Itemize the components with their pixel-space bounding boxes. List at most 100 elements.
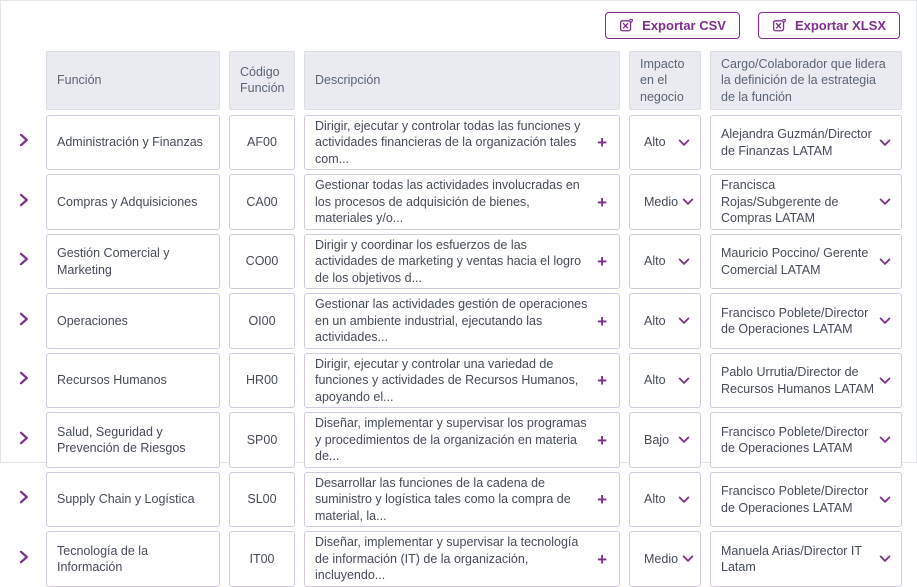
impacto-select[interactable]: Alto	[629, 352, 701, 409]
expand-row-button[interactable]	[11, 412, 37, 468]
cargo-select[interactable]: Alejandra Guzmán/Director de Finanzas LA…	[710, 114, 902, 171]
expand-description-button[interactable]: +	[597, 549, 607, 569]
codigo-funcion-cell[interactable]: CO00	[229, 233, 295, 290]
impacto-value: Alto	[644, 254, 666, 269]
funcion-cell[interactable]: Operaciones	[46, 293, 220, 349]
descripcion-cell[interactable]: Gestionar todas las actividades involucr…	[304, 174, 620, 230]
table-row: Administración y Finanzas AF00 Dirigir, …	[1, 114, 916, 171]
codigo-funcion-cell[interactable]: HR00	[229, 352, 295, 409]
impacto-select[interactable]: Alto	[629, 471, 701, 528]
impacto-value: Alto	[644, 135, 666, 150]
chevron-down-icon	[682, 198, 694, 206]
descripcion-value: Dirigir y coordinar los esfuerzos de las…	[315, 237, 582, 285]
expand-row-button[interactable]	[11, 531, 37, 587]
expand-row-button[interactable]	[11, 353, 37, 409]
chevron-right-icon	[19, 431, 29, 450]
descripcion-value: Dirigir, ejecutar y controlar todas las …	[315, 118, 581, 166]
codigo-funcion-cell[interactable]: IT00	[229, 531, 295, 587]
cargo-select[interactable]: Mauricio Poccino/ Gerente Comercial LATA…	[710, 233, 902, 290]
descripcion-cell[interactable]: Dirigir, ejecutar y controlar todas las …	[304, 114, 620, 171]
funcion-cell[interactable]: Compras y Adquisiciones	[46, 174, 220, 230]
descripcion-value: Diseñar, implementar y supervisar los pr…	[315, 416, 587, 464]
descripcion-cell[interactable]: Gestionar las actividades gestión de ope…	[304, 293, 620, 349]
descripcion-cell[interactable]: Desarrollar las funciones de la cadena d…	[304, 471, 620, 528]
descripcion-cell[interactable]: Diseñar, implementar y supervisar los pr…	[304, 412, 620, 468]
funcion-cell[interactable]: Administración y Finanzas	[46, 114, 220, 171]
codigo-funcion-cell[interactable]: AF00	[229, 114, 295, 171]
expand-description-button[interactable]: +	[597, 192, 607, 212]
cargo-select[interactable]: Francisco Poblete/Director de Operacione…	[710, 471, 902, 528]
expand-row-button[interactable]	[11, 174, 37, 230]
chevron-down-icon	[879, 377, 891, 385]
chevron-down-icon	[678, 258, 690, 266]
excel-file-icon	[772, 18, 787, 33]
impacto-select[interactable]: Alto	[629, 233, 701, 290]
export-xlsx-label: Exportar XLSX	[794, 18, 886, 33]
impacto-value: Medio	[644, 551, 679, 566]
descripcion-cell[interactable]: Dirigir y coordinar los esfuerzos de las…	[304, 233, 620, 290]
codigo-funcion-cell[interactable]: OI00	[229, 293, 295, 349]
expand-description-button[interactable]: +	[597, 371, 607, 390]
impacto-select[interactable]: Medio	[629, 174, 701, 230]
expand-row-button[interactable]	[11, 472, 37, 528]
cargo-select[interactable]: Manuela Arias/Director IT Latam	[710, 531, 902, 587]
funcion-cell[interactable]: Tecnología de la Información	[46, 531, 220, 587]
chevron-down-icon	[879, 139, 891, 147]
funcion-value: Salud, Seguridad y Prevención de Riesgos	[57, 424, 186, 456]
expand-row-button[interactable]	[11, 293, 37, 349]
expand-description-button[interactable]: +	[597, 252, 607, 271]
funcion-value: Tecnología de la Información	[57, 543, 149, 575]
chevron-down-icon	[678, 436, 690, 444]
chevron-right-icon	[19, 312, 29, 331]
expand-description-button[interactable]: +	[597, 490, 607, 509]
codigo-value: OI00	[248, 313, 276, 328]
impacto-select[interactable]: Medio	[629, 531, 701, 587]
table-row: Recursos Humanos HR00 Dirigir, ejecutar …	[1, 352, 916, 409]
funcion-value: Compras y Adquisiciones	[57, 194, 198, 209]
cargo-select[interactable]: Francisco Poblete/Director de Operacione…	[710, 293, 902, 349]
expand-row-button[interactable]	[11, 115, 37, 171]
table-body: Administración y Finanzas AF00 Dirigir, …	[1, 114, 916, 587]
funcion-cell[interactable]: Salud, Seguridad y Prevención de Riesgos	[46, 412, 220, 468]
descripcion-cell[interactable]: Diseñar, implementar y supervisar la tec…	[304, 531, 620, 587]
codigo-funcion-cell[interactable]: CA00	[229, 174, 295, 230]
chevron-down-icon	[879, 258, 891, 266]
excel-file-icon	[619, 18, 634, 33]
codigo-value: SL00	[247, 492, 277, 507]
cargo-select[interactable]: Pablo Urrutia/Director de Recursos Human…	[710, 352, 902, 409]
descripcion-cell[interactable]: Dirigir, ejecutar y controlar una varied…	[304, 352, 620, 409]
descripcion-value: Gestionar todas las actividades involucr…	[315, 178, 580, 226]
table-row: Compras y Adquisiciones CA00 Gestionar t…	[1, 174, 916, 230]
header-impacto: Impacto en el negocio	[629, 51, 701, 110]
impacto-select[interactable]: Alto	[629, 293, 701, 349]
expand-description-button[interactable]: +	[597, 430, 607, 450]
cargo-value: Pablo Urrutia/Director de Recursos Human…	[721, 365, 875, 396]
cargo-select[interactable]: Francisco Poblete/Director de Operacione…	[710, 412, 902, 468]
impacto-select[interactable]: Bajo	[629, 412, 701, 468]
expand-description-button[interactable]: +	[597, 311, 607, 331]
codigo-value: CA00	[246, 194, 278, 209]
cargo-value: Mauricio Poccino/ Gerente Comercial LATA…	[721, 246, 869, 277]
funcion-cell[interactable]: Gestión Comercial y Marketing	[46, 233, 220, 290]
impacto-select[interactable]: Alto	[629, 114, 701, 171]
impacto-value: Alto	[644, 373, 666, 388]
codigo-funcion-cell[interactable]: SP00	[229, 412, 295, 468]
funcion-cell[interactable]: Supply Chain y Logística	[46, 471, 220, 528]
cargo-value: Alejandra Guzmán/Director de Finanzas LA…	[721, 127, 872, 158]
cargo-select[interactable]: Francisca Rojas/Subgerente de Compras LA…	[710, 174, 902, 230]
codigo-value: HR00	[246, 373, 278, 388]
toolbar: Exportar CSV Exportar XLSX	[1, 1, 916, 45]
funcion-cell[interactable]: Recursos Humanos	[46, 352, 220, 409]
codigo-funcion-cell[interactable]: SL00	[229, 471, 295, 528]
export-xlsx-button[interactable]: Exportar XLSX	[757, 12, 900, 39]
expand-description-button[interactable]: +	[597, 133, 607, 152]
expand-row-button[interactable]	[11, 234, 37, 290]
cargo-value: Francisco Poblete/Director de Operacione…	[721, 305, 869, 337]
export-csv-button[interactable]: Exportar CSV	[605, 12, 740, 39]
cargo-value: Francisco Poblete/Director de Operacione…	[721, 424, 869, 456]
descripcion-value: Gestionar las actividades gestión de ope…	[315, 297, 588, 345]
table-header-row: Función Código Función Descripción Impac…	[1, 51, 916, 110]
codigo-value: AF00	[247, 135, 277, 150]
chevron-down-icon	[879, 317, 891, 325]
header-descripcion: Descripción	[304, 51, 620, 110]
